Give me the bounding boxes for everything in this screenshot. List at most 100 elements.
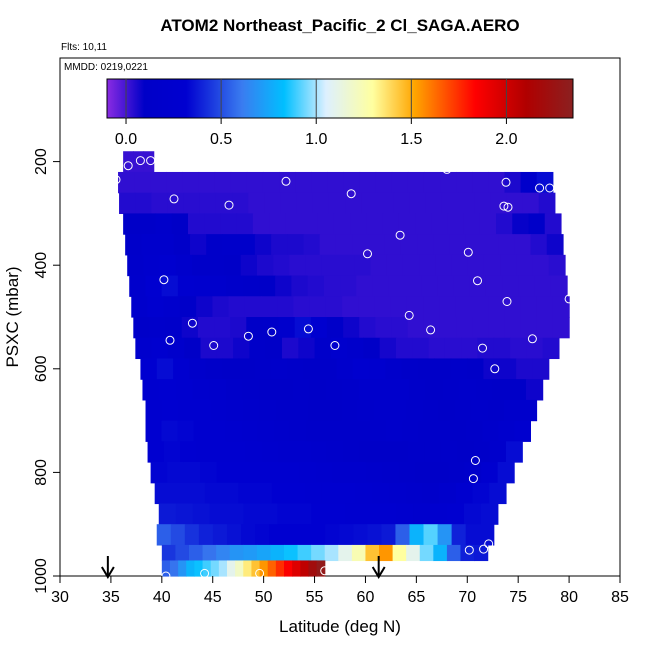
colorbar-tick-label: 1.0: [305, 131, 327, 148]
heatmap-cell: [142, 379, 160, 401]
heatmap-cell: [489, 441, 507, 463]
heatmap-cell: [173, 358, 191, 380]
sample-point: [243, 331, 253, 341]
heatmap-cell: [370, 254, 388, 277]
heatmap-cell: [307, 275, 325, 297]
heatmap-cell: [500, 254, 517, 277]
heatmap-cell: [289, 254, 307, 277]
sample-point: [564, 294, 574, 304]
heatmap-cell: [214, 171, 232, 194]
heatmap-cell: [309, 379, 327, 401]
heatmap-cell: [386, 420, 403, 442]
heatmap-cell: [314, 337, 332, 360]
heatmap-cell: [330, 337, 348, 360]
heatmap-cell: [206, 234, 224, 256]
heatmap-cell: [386, 254, 404, 277]
sample-point: [490, 364, 500, 374]
heatmap-cell: [373, 399, 391, 422]
sample-point: [545, 183, 555, 193]
heatmap-cell: [368, 234, 386, 256]
sample-point: [224, 200, 234, 210]
heatmap-cell: [479, 213, 497, 235]
heatmap-cell: [542, 337, 560, 360]
heatmap-cell: [233, 462, 251, 484]
sample-point: [330, 341, 340, 350]
heatmap-cell: [262, 171, 280, 194]
heatmap-cell: [455, 399, 472, 422]
heatmap-cell: [284, 544, 299, 562]
heatmap-cell: [166, 171, 184, 194]
heatmap-cell: [243, 560, 253, 577]
heatmap-cell: [280, 192, 298, 214]
heatmap-cell: [180, 441, 198, 463]
heatmap-cell: [536, 296, 554, 318]
heatmap-cell: [238, 234, 256, 256]
heatmap-cell: [538, 192, 556, 214]
sample-point: [123, 161, 133, 171]
sample-point: [470, 456, 480, 465]
heatmap-cell: [324, 399, 342, 422]
heatmap-cell: [419, 254, 436, 277]
sample-point: [363, 249, 372, 259]
heatmap-cell: [169, 560, 179, 577]
heatmap-cell: [328, 192, 346, 214]
heatmap-cell: [343, 171, 361, 194]
heatmap-cell: [354, 420, 371, 442]
heatmap-cell: [447, 213, 465, 235]
heatmap-cell: [254, 234, 272, 256]
sample-point: [159, 275, 169, 285]
heatmap-cell: [196, 296, 213, 318]
heatmap-cell: [504, 296, 522, 318]
heatmap-cell: [433, 544, 448, 562]
heatmap-cell: [419, 544, 434, 562]
heatmap-cell: [311, 503, 329, 525]
heatmap-cell: [442, 379, 460, 401]
heatmap-cell: [187, 213, 205, 235]
heatmap-cell: [406, 399, 424, 422]
heatmap-cell: [395, 524, 411, 546]
heatmap-cell: [175, 544, 190, 562]
heatmap-cell: [315, 462, 333, 484]
heatmap-cell: [244, 296, 262, 318]
heatmap-cell: [338, 482, 357, 505]
x-axis: 30 35 40 45 50 55 60 65 70 75 80 85: [51, 576, 629, 606]
heatmap-cell: [212, 441, 230, 463]
sample-point: [135, 156, 145, 166]
heatmap-cell: [181, 317, 199, 339]
heatmap-cell: [230, 317, 247, 339]
sample-point: [255, 568, 265, 578]
heatmap-cell: [338, 254, 355, 277]
heatmap-cell: [271, 482, 290, 505]
heatmap-cell: [238, 482, 256, 505]
sample-point: [503, 202, 513, 212]
x-tick-label: 45: [204, 589, 222, 606]
heatmap-cell: [433, 234, 451, 256]
heatmap-cell: [412, 337, 430, 360]
heatmap-cell: [279, 171, 296, 194]
heatmap-cell: [352, 358, 370, 380]
x-tick-label: 65: [407, 589, 425, 606]
heatmap-cell: [212, 296, 230, 318]
heatmap-cell: [285, 213, 303, 235]
heatmap-cell: [131, 296, 149, 318]
heatmap-cell: [348, 462, 367, 484]
heatmap-cell: [413, 503, 431, 525]
heatmap-cell: [226, 275, 244, 297]
x-tick-label: 35: [102, 589, 120, 606]
heatmap-cell: [255, 524, 270, 546]
heatmap-cell: [345, 503, 363, 525]
heatmap-cell: [273, 254, 290, 277]
heatmap-cell: [423, 317, 441, 339]
heatmap-cell: [192, 503, 211, 525]
heatmap-cell: [332, 462, 350, 484]
heatmap-cell: [209, 420, 227, 442]
heatmap-cell: [460, 544, 475, 562]
heatmap-cell: [215, 192, 233, 214]
heatmap-cell: [450, 358, 468, 380]
heatmap-cell: [275, 399, 293, 422]
heatmap-cell: [359, 317, 377, 339]
x-tick-label: 75: [509, 589, 527, 606]
heatmap-cell: [516, 358, 533, 380]
heatmap-cell: [361, 192, 378, 214]
y-tick-label: 600: [33, 355, 50, 382]
